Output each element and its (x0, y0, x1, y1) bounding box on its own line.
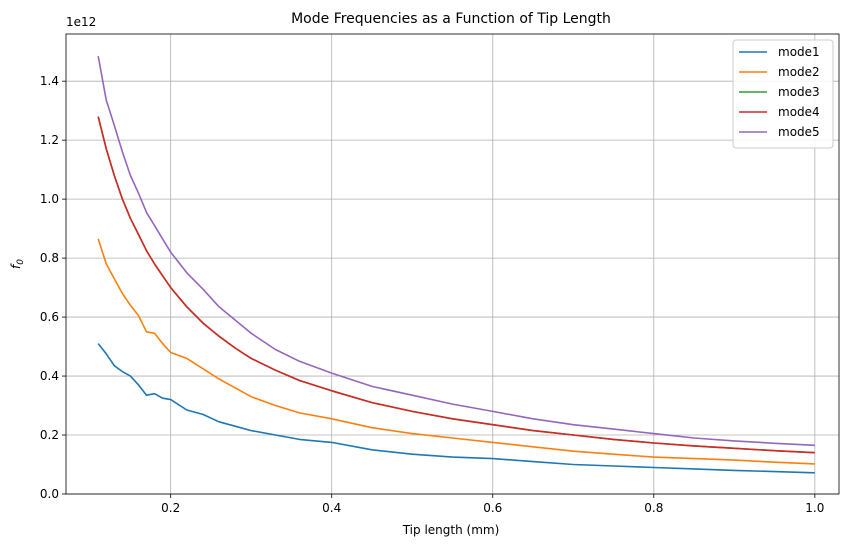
y-tick-label: 1.0 (40, 192, 59, 206)
y-axis-label: f0 (9, 259, 26, 269)
y-axis-label-main: f (9, 263, 23, 269)
y-scale-label: 1e12 (66, 15, 96, 29)
x-tick-label: 0.6 (483, 501, 502, 515)
x-axis: 0.2 0.4 0.6 0.8 1.0 (161, 494, 824, 515)
y-tick-label: 1.2 (40, 133, 59, 147)
series-line-mode4 (97, 116, 815, 454)
legend-label-mode2: mode2 (778, 65, 820, 79)
plot-frame (65, 33, 840, 495)
legend-label-mode1: mode1 (778, 45, 820, 59)
legend-label-mode4: mode4 (778, 105, 820, 119)
x-tick-label: 1.0 (805, 501, 824, 515)
series-line-mode2 (97, 238, 815, 465)
legend-label-mode3: mode3 (778, 85, 820, 99)
series-line-mode3 (97, 116, 815, 454)
y-tick-label: 0.4 (40, 369, 59, 383)
y-tick-label: 1.4 (40, 74, 59, 88)
series-line-mode5 (97, 55, 815, 447)
x-tick-label: 0.8 (644, 501, 663, 515)
chart-title: Mode Frequencies as a Function of Tip Le… (291, 11, 611, 27)
y-tick-label: 0.2 (40, 428, 59, 442)
series-layer (97, 55, 815, 474)
grid (66, 34, 839, 495)
x-tick-label: 0.2 (161, 501, 180, 515)
x-tick-label: 0.4 (322, 501, 341, 515)
legend-label-mode5: mode5 (778, 125, 820, 139)
y-axis: 0.0 0.2 0.4 0.6 0.8 1.0 1.2 1.4 (40, 74, 66, 501)
legend-box (732, 39, 834, 149)
y-tick-label: 0.0 (40, 487, 59, 501)
y-tick-label: 0.8 (40, 251, 59, 265)
y-axis-label-subscript: 0 (16, 259, 26, 265)
legend: mode1 mode2 mode3 mode4 mode5 (732, 39, 834, 149)
x-axis-label: Tip length (mm) (402, 523, 500, 537)
y-tick-label: 0.6 (40, 310, 59, 324)
series-line-mode1 (97, 343, 815, 474)
